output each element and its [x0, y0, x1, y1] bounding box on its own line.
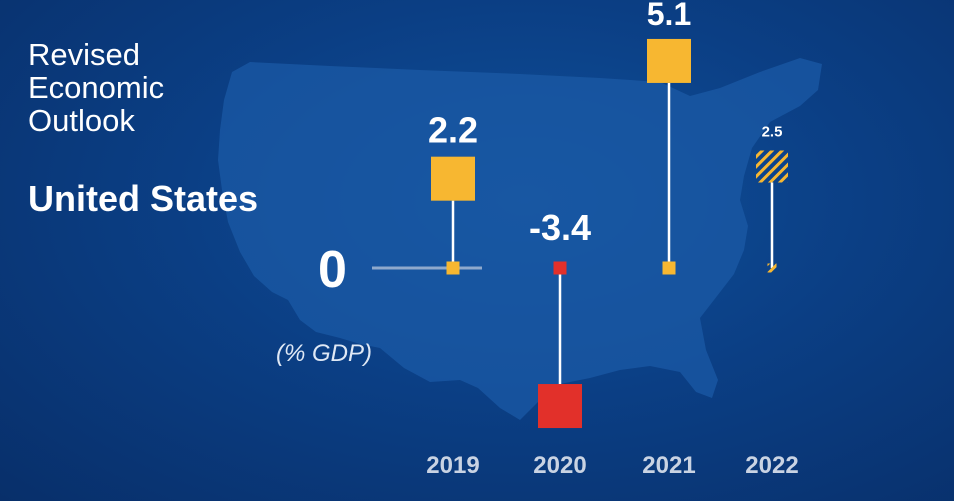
value-marker-2021: [647, 38, 691, 83]
x-tick-label-2020: 2020: [533, 452, 586, 479]
baseline-anchor-2019: [446, 261, 460, 275]
value-label-2020: -3.4: [529, 207, 591, 248]
baseline-anchor-2020: [553, 261, 567, 275]
value-label-2021: 5.1: [647, 0, 691, 32]
baseline-anchor-2021: [662, 261, 676, 275]
country-label: United States: [28, 178, 259, 219]
title-line-3: Outlook: [28, 103, 135, 138]
value-marker-2020: [538, 384, 582, 429]
value-label-2019: 2.2: [428, 110, 478, 151]
baseline-anchor-2022: [767, 263, 777, 273]
y-axis-unit-label: (% GDP): [276, 340, 372, 367]
x-tick-label-2022: 2022: [745, 452, 798, 479]
zero-baseline-label: 0: [318, 241, 347, 299]
value-marker-2019: [431, 156, 475, 201]
title-line-1: Revised: [28, 37, 140, 72]
bar-group-2020: -3.4 2020: [529, 207, 591, 479]
x-tick-label-2021: 2021: [642, 452, 695, 479]
value-label-2022: 2.5: [762, 124, 783, 141]
bar-group-2021: 5.1 2021: [642, 0, 695, 479]
bar-group-2022: 2.5 2022: [745, 124, 798, 480]
x-tick-label-2019: 2019: [426, 452, 479, 479]
chart-title: Revised Economic Outlook: [28, 38, 164, 137]
title-line-2: Economic: [28, 70, 165, 105]
bar-group-2019: 2.2 2019: [426, 110, 479, 479]
us-map-shape: [218, 58, 822, 420]
value-marker-2022: [756, 150, 788, 183]
